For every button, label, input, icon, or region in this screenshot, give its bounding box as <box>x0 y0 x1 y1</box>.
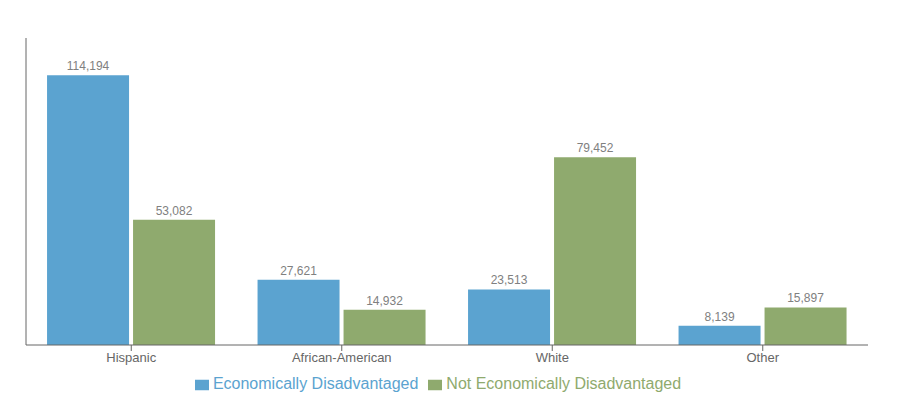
svg-text:23,513: 23,513 <box>491 273 528 287</box>
svg-text:79,452: 79,452 <box>577 141 614 155</box>
svg-text:African-American: African-American <box>292 350 392 365</box>
svg-text:14,932: 14,932 <box>366 294 403 308</box>
svg-text:White: White <box>536 350 569 365</box>
html-text:Not Economically Disadvantaged: Not Economically Disadvantaged <box>446 375 682 392</box>
svg-text:Other: Other <box>746 350 779 365</box>
svg-text:15,897: 15,897 <box>787 291 824 305</box>
html-text:Economically Disadvantaged: Economically Disadvantaged <box>212 375 419 392</box>
svg-text:27,621: 27,621 <box>280 264 317 278</box>
svg-text:Hispanic: Hispanic <box>106 350 156 365</box>
svg-text:53,082: 53,082 <box>156 204 193 218</box>
svg-text:8,139: 8,139 <box>705 310 735 324</box>
svg-text:114,194: 114,194 <box>67 59 110 73</box>
